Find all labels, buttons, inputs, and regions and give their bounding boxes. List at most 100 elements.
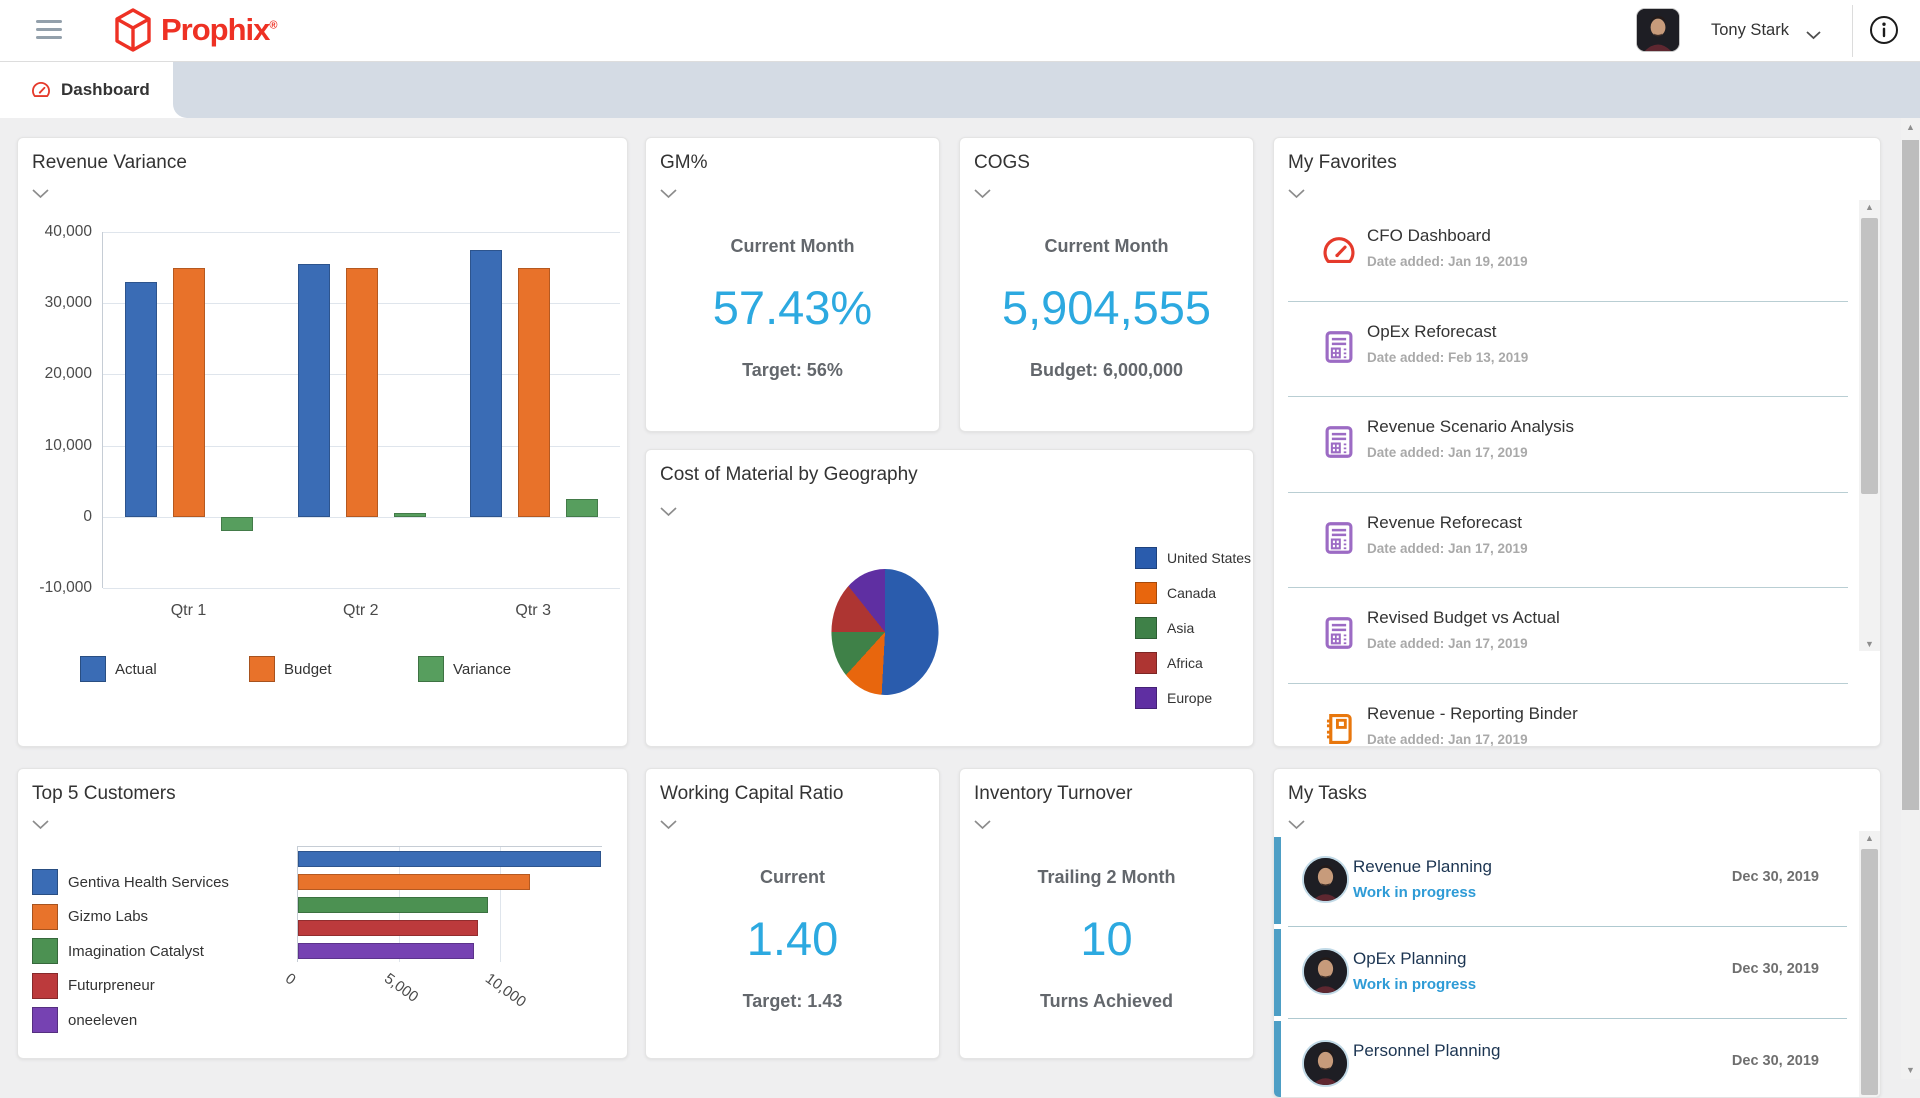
legend-label: Europe xyxy=(1167,690,1212,706)
bar-variance xyxy=(221,517,253,531)
y-axis-tick-label: -10,000 xyxy=(18,579,92,597)
legend-swatch xyxy=(32,904,58,930)
kpi-value: 5,904,555 xyxy=(960,280,1253,335)
report-icon xyxy=(1320,519,1358,557)
card-revenue-variance: Revenue Variance 40,00030,00020,00010,00… xyxy=(17,137,628,747)
legend-swatch xyxy=(32,973,58,999)
dashboard-icon xyxy=(30,79,52,101)
chevron-down-icon[interactable] xyxy=(1288,817,1305,827)
card-title: Inventory Turnover xyxy=(974,783,1132,805)
avatar xyxy=(1302,856,1349,903)
prophix-logo[interactable]: Prophix® xyxy=(112,7,277,53)
scroll-down-icon[interactable]: ▼ xyxy=(1859,637,1880,651)
y-axis-tick-label: 20,000 xyxy=(18,365,92,383)
task-title: Personnel Planning xyxy=(1353,1041,1500,1061)
task-item[interactable]: Revenue PlanningWork in progressDec 30, … xyxy=(1274,835,1881,927)
chevron-down-icon[interactable] xyxy=(660,504,677,514)
plot-area xyxy=(102,232,620,588)
app-header: Prophix® Tony Stark xyxy=(0,0,1920,62)
x-axis-tick-label: 10,000 xyxy=(482,970,529,1011)
task-accent-bar xyxy=(1274,1021,1281,1098)
favorite-item[interactable]: Revenue - Reporting BinderDate added: Ja… xyxy=(1288,684,1848,748)
favorite-item[interactable]: Revenue ReforecastDate added: Jan 17, 20… xyxy=(1288,493,1848,589)
bar-1 xyxy=(298,851,601,867)
legend-swatch xyxy=(1135,617,1157,639)
x-axis-tick-label: 5,000 xyxy=(381,970,421,1006)
chart-legend: ActualBudgetVariance xyxy=(80,656,587,682)
chart-legend: Gentiva Health ServicesGizmo LabsImagina… xyxy=(32,869,229,1042)
bar-actual xyxy=(125,282,157,517)
kpi-target: Budget: 6,000,000 xyxy=(960,360,1253,381)
card-title: GM% xyxy=(660,152,708,174)
card-working-capital-ratio: Working Capital Ratio Current 1.40 Targe… xyxy=(645,768,940,1059)
favorites-list: CFO DashboardDate added: Jan 19, 2019 Op… xyxy=(1288,206,1848,747)
task-status: Work in progress xyxy=(1353,976,1476,993)
legend-label: Actual xyxy=(115,661,157,678)
chevron-down-icon[interactable] xyxy=(660,817,677,827)
favorite-item[interactable]: CFO DashboardDate added: Jan 19, 2019 xyxy=(1288,206,1848,302)
bar-variance xyxy=(394,513,426,517)
scrollbar-thumb[interactable] xyxy=(1861,849,1878,1095)
cost-of-material-pie-chart xyxy=(831,569,938,695)
scroll-up-icon[interactable]: ▲ xyxy=(1901,120,1920,134)
user-avatar[interactable] xyxy=(1636,8,1680,52)
favorites-scrollbar[interactable]: ▲ ▼ xyxy=(1859,200,1880,651)
x-axis-category-label: Qtr 3 xyxy=(447,602,620,620)
legend-label: Canada xyxy=(1167,585,1216,601)
gridline xyxy=(103,232,620,233)
info-icon[interactable] xyxy=(1869,15,1899,45)
tab-dashboard[interactable]: Dashboard xyxy=(0,62,173,118)
favorite-name: OpEx Reforecast xyxy=(1367,322,1496,342)
scroll-up-icon[interactable]: ▲ xyxy=(1859,200,1880,214)
task-title: OpEx Planning xyxy=(1353,949,1466,969)
favorite-date: Date added: Jan 17, 2019 xyxy=(1367,445,1528,460)
legend-label: Budget xyxy=(284,661,332,678)
task-item[interactable]: OpEx PlanningWork in progressDec 30, 201… xyxy=(1274,927,1881,1019)
legend-label: United States xyxy=(1167,550,1251,566)
task-accent-bar xyxy=(1274,929,1281,1016)
scrollbar-thumb[interactable] xyxy=(1861,218,1878,494)
card-title: Cost of Material by Geography xyxy=(660,464,918,486)
top5-customers-chart: Gentiva Health ServicesGizmo LabsImagina… xyxy=(18,769,627,1058)
favorite-item[interactable]: OpEx ReforecastDate added: Feb 13, 2019 xyxy=(1288,302,1848,398)
legend-swatch xyxy=(32,938,58,964)
kpi-subtitle: Current Month xyxy=(646,236,939,257)
scrollbar-thumb[interactable] xyxy=(1902,140,1919,810)
scroll-up-icon[interactable]: ▲ xyxy=(1859,831,1880,845)
bar-budget xyxy=(173,268,205,517)
card-title: My Favorites xyxy=(1288,152,1397,174)
chevron-down-icon[interactable] xyxy=(1288,186,1305,196)
menu-icon[interactable] xyxy=(36,20,62,42)
legend-label: Futurpreneur xyxy=(68,977,155,994)
legend-item: Gentiva Health Services xyxy=(32,869,229,895)
page-scrollbar[interactable]: ▲ ▼ xyxy=(1901,118,1920,1079)
brand-name: Prophix® xyxy=(161,12,277,48)
x-axis-category-label: Qtr 2 xyxy=(274,602,447,620)
kpi-value: 10 xyxy=(960,911,1253,966)
favorite-name: Revised Budget vs Actual xyxy=(1367,608,1560,628)
user-name[interactable]: Tony Stark xyxy=(1711,0,1789,61)
legend-label: Gentiva Health Services xyxy=(68,874,229,891)
card-my-tasks: My Tasks Revenue PlanningWork in progres… xyxy=(1273,768,1881,1098)
chevron-down-icon[interactable] xyxy=(660,186,677,196)
favorite-name: CFO Dashboard xyxy=(1367,226,1491,246)
chevron-down-icon[interactable] xyxy=(1806,27,1821,45)
favorite-date: Date added: Jan 17, 2019 xyxy=(1367,541,1528,556)
tab-bar-empty-area xyxy=(173,62,1920,118)
kpi-subtitle: Current xyxy=(646,867,939,888)
report-icon xyxy=(1320,423,1358,461)
kpi-subtitle: Current Month xyxy=(960,236,1253,257)
card-title: My Tasks xyxy=(1288,783,1367,805)
favorite-item[interactable]: Revised Budget vs ActualDate added: Jan … xyxy=(1288,588,1848,684)
header-divider xyxy=(1852,5,1853,57)
y-axis-tick-label: 40,000 xyxy=(18,223,92,241)
scroll-down-icon[interactable]: ▼ xyxy=(1901,1063,1920,1077)
task-item[interactable]: Personnel PlanningDec 30, 2019 xyxy=(1274,1019,1881,1098)
chevron-down-icon[interactable] xyxy=(974,186,991,196)
tasks-scrollbar[interactable]: ▲ xyxy=(1859,831,1880,1098)
favorite-item[interactable]: Revenue Scenario AnalysisDate added: Jan… xyxy=(1288,397,1848,493)
plot-area xyxy=(297,846,602,962)
chevron-down-icon[interactable] xyxy=(974,817,991,827)
report-icon xyxy=(1320,328,1358,366)
bar-2 xyxy=(298,874,530,890)
